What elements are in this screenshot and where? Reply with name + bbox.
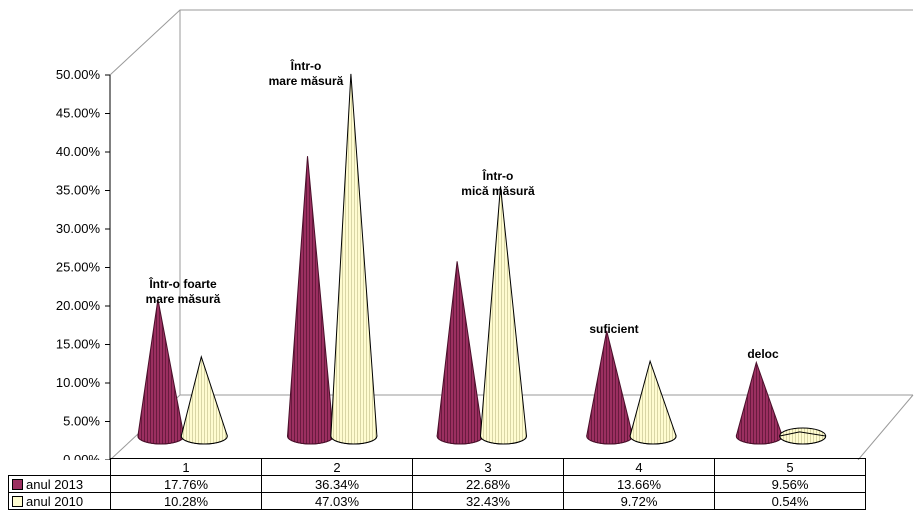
cone-anul-2013-4 bbox=[586, 330, 634, 445]
category-header: 3 bbox=[412, 458, 564, 476]
chart-area: 0.00% 5.00% 10.00% 15.00% 20.00% 25.00% 30.00%… bbox=[56, 9, 914, 460]
series-name: anul 2010 bbox=[26, 493, 84, 509]
cone-anul-2010-5 bbox=[779, 427, 827, 445]
category-annotation: Într-o foarte mare măsură bbox=[146, 276, 221, 306]
annotation-line: mică măsură bbox=[461, 184, 535, 198]
cone-body bbox=[180, 355, 228, 445]
data-table: 1 2 3 4 5 anul 2013 17.76% 36.34% 22.68%… bbox=[8, 458, 866, 510]
category-annotation: suficient bbox=[589, 322, 638, 336]
annotation-line: mare măsură bbox=[146, 292, 221, 306]
cone-body bbox=[629, 359, 677, 445]
annotation-line: suficient bbox=[589, 322, 638, 336]
cone-body bbox=[330, 73, 378, 445]
cone-anul-2013-2 bbox=[287, 156, 335, 445]
annotation-line: deloc bbox=[747, 347, 779, 361]
category-header: 5 bbox=[714, 458, 866, 476]
legend-swatch-2010 bbox=[12, 495, 23, 507]
category-header: 4 bbox=[563, 458, 715, 476]
y-tick-label: 40.00% bbox=[56, 144, 101, 159]
category-annotation: Într-o mare măsură bbox=[269, 58, 344, 88]
table-cell: 9.56% bbox=[714, 475, 866, 493]
y-tick-label: 45.00% bbox=[56, 106, 101, 121]
annotation-line: Într-o bbox=[482, 168, 514, 183]
table-cell: 10.28% bbox=[110, 492, 262, 510]
cone-anul-2010-1 bbox=[180, 355, 228, 445]
cone-anul-2010-3 bbox=[479, 186, 527, 445]
table-row: anul 2010 10.28% 47.03% 32.43% 9.72% 0.5… bbox=[8, 492, 866, 510]
legend-swatch-2013 bbox=[12, 478, 23, 490]
table-cell: 22.68% bbox=[412, 475, 564, 493]
annotation-line: Într-o bbox=[290, 58, 322, 73]
legend-entry-2010: anul 2010 bbox=[8, 492, 111, 510]
cone-body bbox=[735, 360, 783, 445]
cone-anul-2013-1 bbox=[137, 299, 185, 445]
floor-right-edge bbox=[857, 394, 914, 460]
category-header: 1 bbox=[110, 458, 262, 476]
table-cell: 17.76% bbox=[110, 475, 262, 493]
y-tick-label: 30.00% bbox=[56, 221, 101, 236]
y-tick-label: 0.00% bbox=[63, 452, 100, 460]
cone-anul-2013-3 bbox=[436, 261, 484, 445]
category-annotation: Într-o mică măsură bbox=[461, 168, 535, 198]
annotation-line: mare măsură bbox=[269, 74, 344, 88]
table-cell: 47.03% bbox=[261, 492, 413, 510]
legend-entry-2013: anul 2013 bbox=[8, 475, 111, 493]
cone-body bbox=[287, 156, 335, 445]
table-cell: 36.34% bbox=[261, 475, 413, 493]
cone-body bbox=[779, 431, 827, 445]
cone-body bbox=[436, 261, 484, 445]
table-cell: 32.43% bbox=[412, 492, 564, 510]
y-tick-label: 25.00% bbox=[56, 260, 101, 275]
cone-anul-2010-4 bbox=[629, 359, 677, 445]
table-row: anul 2013 17.76% 36.34% 22.68% 13.66% 9.… bbox=[8, 475, 866, 493]
table-cell: 9.72% bbox=[563, 492, 715, 510]
annotation-line: Într-o foarte bbox=[148, 276, 217, 291]
y-tick-label: 20.00% bbox=[56, 298, 101, 313]
cone-body bbox=[586, 330, 634, 445]
cone-body bbox=[479, 186, 527, 445]
category-annotation: deloc bbox=[747, 347, 779, 361]
table-cell: 13.66% bbox=[563, 475, 715, 493]
cone-anul-2010-2 bbox=[330, 73, 378, 445]
y-tick-label: 50.00% bbox=[56, 67, 101, 82]
series-name: anul 2013 bbox=[26, 476, 84, 492]
cone-body bbox=[137, 299, 185, 445]
y-tick-label: 15.00% bbox=[56, 337, 101, 352]
y-axis: 0.00% 5.00% 10.00% 15.00% 20.00% 25.00% 30.00%… bbox=[56, 67, 111, 460]
cone-anul-2013-5 bbox=[735, 360, 783, 445]
table-header-row: 1 2 3 4 5 bbox=[8, 458, 866, 476]
y-tick-label: 5.00% bbox=[63, 414, 100, 429]
category-header: 2 bbox=[261, 458, 413, 476]
y-tick-label: 10.00% bbox=[56, 375, 101, 390]
table-cell: 0.54% bbox=[714, 492, 866, 510]
table-corner-cell bbox=[8, 458, 111, 476]
y-tick-label: 35.00% bbox=[56, 183, 101, 198]
plot-series bbox=[137, 73, 827, 445]
